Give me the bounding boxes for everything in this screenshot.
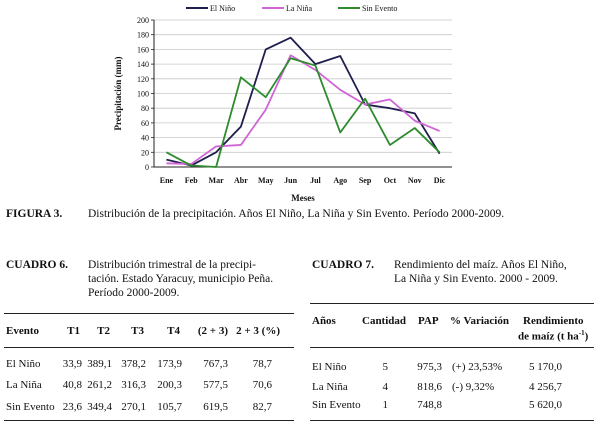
- x-tick-label: Dic: [434, 176, 446, 185]
- table-cell: La Niña: [6, 379, 42, 391]
- y-tick-label: 0: [145, 163, 149, 172]
- x-tick-label: Sep: [359, 176, 372, 185]
- table-cell: 349,4: [87, 401, 112, 413]
- table-cell: 40,8: [62, 379, 82, 391]
- cuadro7-title-line: Rendimiento del maíz. Años El Niño,: [394, 259, 567, 271]
- x-tick-label: May: [258, 176, 274, 185]
- table-cell: 378,2: [121, 358, 146, 370]
- table-cell: 33,9: [62, 358, 82, 370]
- x-tick-label: Feb: [185, 176, 198, 185]
- series-line: [165, 57, 441, 168]
- table-cell: 82,7: [252, 401, 272, 413]
- cuadro6-title: CUADRO 6. Distribución trimestral de la …: [6, 258, 296, 304]
- table-cell: 1: [382, 399, 389, 411]
- table-cell: Sin Evento: [312, 399, 361, 411]
- y-tick-label: 20: [141, 148, 149, 157]
- table-rule: [4, 313, 294, 314]
- y-tick-label: 60: [141, 119, 149, 128]
- table-rule: [310, 347, 594, 348]
- table-cell: 767,3: [203, 358, 228, 370]
- y-tick-label: 200: [137, 16, 149, 25]
- table-cell: 619,5: [203, 401, 228, 413]
- table-cell: 105,7: [157, 401, 182, 413]
- table-cell: 4: [382, 381, 389, 393]
- cuadro7-label: CUADRO 7.: [312, 259, 374, 271]
- cuadro7-title-line: La Niña y Sin Evento. 2000 - 2009.: [394, 273, 558, 285]
- cuadro7-title: CUADRO 7. Rendimiento del maíz. Años El …: [312, 258, 597, 290]
- cuadro6-title-line: Período 2000-2009.: [88, 287, 180, 299]
- y-tick-label: 80: [141, 104, 149, 113]
- legend-label: La Niña: [286, 4, 312, 13]
- series-line: [166, 36, 441, 167]
- column-header: T1: [67, 325, 80, 337]
- figure-label: FIGURA 3.: [6, 208, 63, 220]
- y-tick-label: 140: [137, 60, 149, 69]
- figure-text: Distribución de la precipitación. Años E…: [88, 208, 505, 220]
- table-cell: 173,9: [157, 358, 182, 370]
- table-rule: [4, 420, 294, 421]
- table-cell: El Niño: [312, 361, 347, 373]
- x-tick-label: Ene: [160, 176, 174, 185]
- table-cell: (+) 23,53%: [452, 361, 503, 373]
- table-rule: [310, 303, 594, 304]
- figure-caption: FIGURA 3. Distribución de la precipitació…: [6, 208, 596, 220]
- column-header: (2 + 3): [197, 325, 228, 337]
- column-header: % Variación: [450, 315, 509, 327]
- x-tick-label: Abr: [234, 176, 248, 185]
- table-cell: 4 256,7: [529, 381, 562, 393]
- y-tick-label: 40: [141, 134, 149, 143]
- column-header: Rendimiento: [523, 315, 584, 327]
- x-axis-label: Meses: [291, 193, 315, 203]
- table-cell: 748,8: [417, 399, 442, 411]
- table-cell: Sin Evento: [6, 401, 55, 413]
- precipitation-line-chart: 0 20 40 60 80 100 120 140 160 180 200 Ene Feb Mar Abr M…: [113, 4, 452, 203]
- table-cell: 270,1: [121, 401, 146, 413]
- y-axis-label: Precipitación (mm): [113, 56, 123, 130]
- y-tick-label: 180: [137, 31, 149, 40]
- table-cell: 5: [382, 361, 389, 373]
- table-cell: 389,1: [87, 358, 112, 370]
- cuadro6-title-line: Distribución trimestral de la precipi-: [88, 259, 256, 271]
- table-cell: La Niña: [312, 381, 348, 393]
- column-header: T2: [97, 325, 110, 337]
- cuadro6-label: CUADRO 6.: [6, 259, 68, 271]
- column-header: 2 + 3 (%): [236, 325, 280, 337]
- y-tick-label: 100: [137, 90, 149, 99]
- column-header: T4: [167, 325, 180, 337]
- table-cell: 818,6: [417, 381, 442, 393]
- table-cell: 5 170,0: [529, 361, 562, 373]
- column-header: Cantidad: [362, 315, 407, 327]
- table-cell: 70,6: [252, 379, 272, 391]
- table-cell: 5 620,0: [529, 399, 562, 411]
- column-header: de maíz (t ha-1): [518, 329, 589, 343]
- x-tick-label: Nov: [408, 176, 422, 185]
- column-header: Años: [312, 315, 336, 327]
- table-rule: [310, 420, 594, 421]
- column-header: PAP: [418, 315, 439, 327]
- x-tick-label: Jul: [310, 176, 321, 185]
- table-cell: 23,6: [62, 401, 82, 413]
- legend-label: Sin Evento: [362, 4, 397, 13]
- y-tick-label: 120: [137, 75, 149, 84]
- legend-label: El Niño: [210, 4, 235, 13]
- table-cell: 261,2: [87, 379, 112, 391]
- x-tick-label: Oct: [384, 176, 397, 185]
- x-tick-label: Jun: [284, 176, 297, 185]
- column-header: T3: [131, 325, 144, 337]
- table-rule: [4, 347, 294, 348]
- x-tick-label: Ago: [333, 176, 347, 185]
- table-cell: 975,3: [417, 361, 442, 373]
- table-cell: 577,5: [203, 379, 228, 391]
- table-cell: 316,3: [121, 379, 146, 391]
- y-tick-label: 160: [137, 45, 149, 54]
- cuadro6-title-line: tación. Estado Yaracuy, municipio Peña.: [88, 273, 274, 285]
- table-cell: 78,7: [252, 358, 272, 370]
- table-cell: (-) 9,32%: [452, 381, 495, 393]
- x-tick-label: Mar: [209, 176, 225, 185]
- table-cell: El Niño: [6, 358, 41, 370]
- table-cell: 200,3: [157, 379, 182, 391]
- column-header: Evento: [6, 325, 39, 337]
